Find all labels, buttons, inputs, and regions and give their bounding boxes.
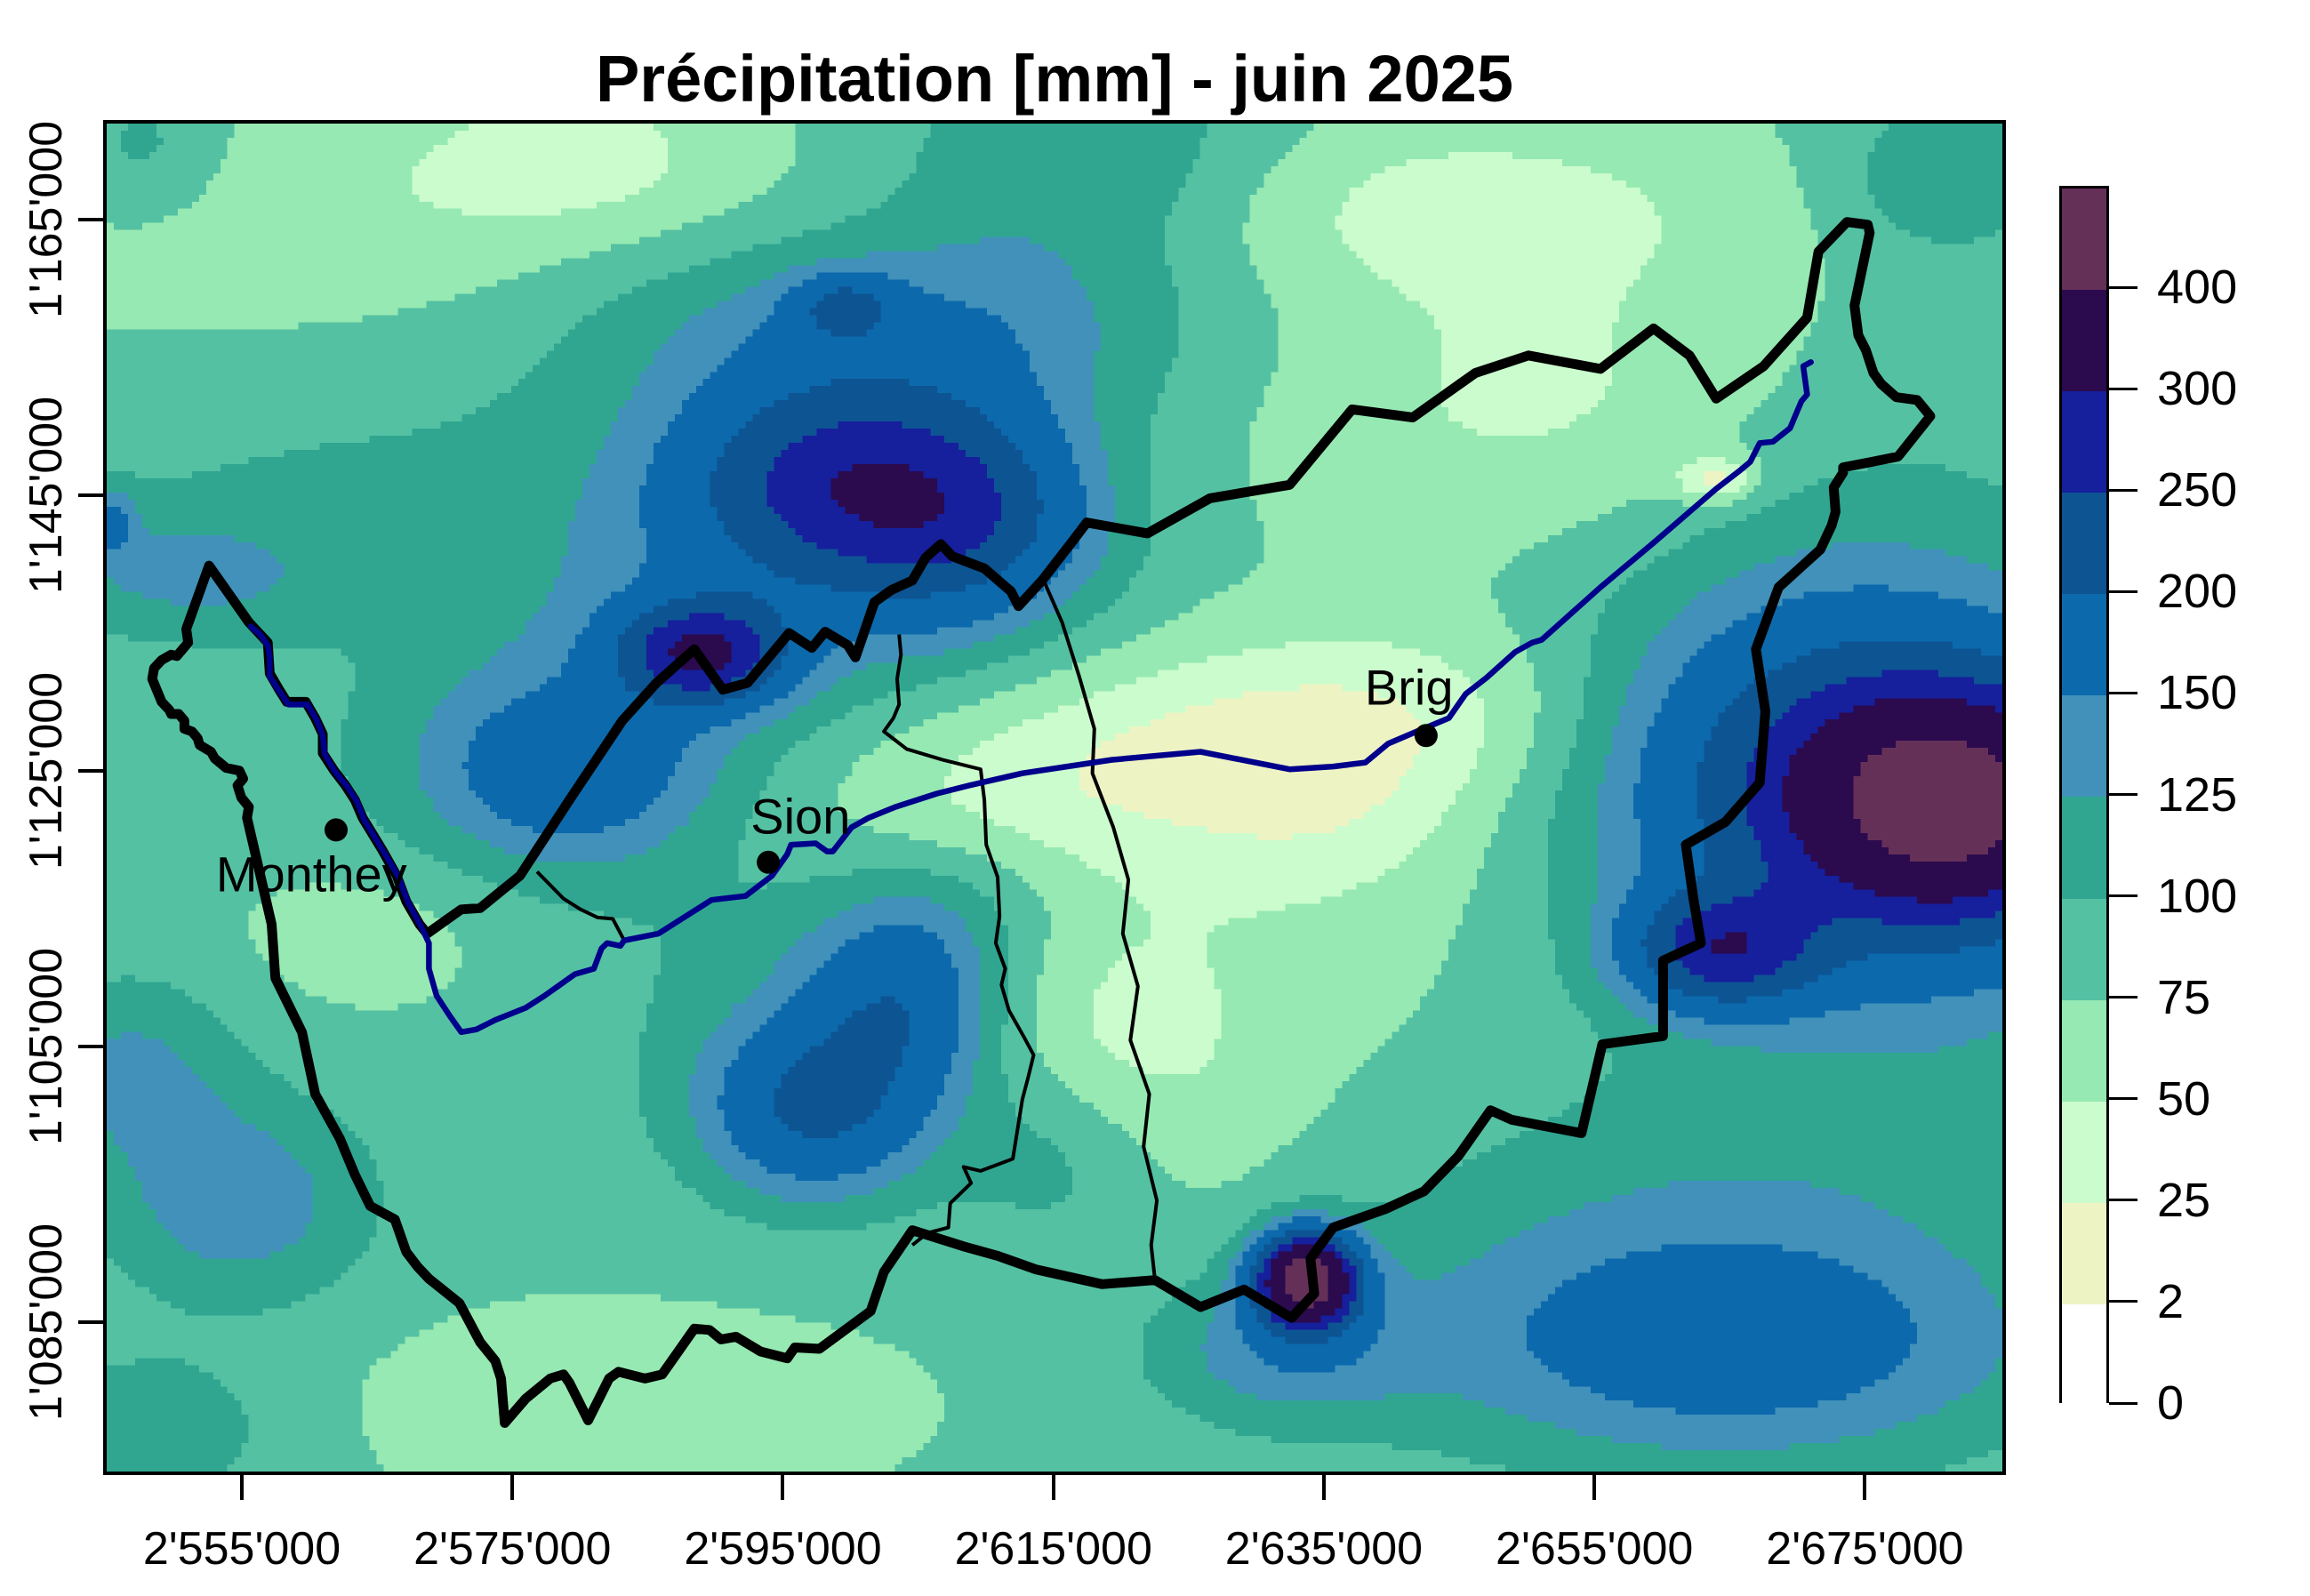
legend-color-segment <box>2062 594 2106 696</box>
legend-color-segment <box>2062 1101 2106 1203</box>
city-dot-markers <box>325 724 1438 874</box>
x-axis-tick <box>240 1472 244 1500</box>
y-axis-tick <box>78 217 107 221</box>
legend-break-label: 200 <box>2157 565 2238 619</box>
subbasin-boundary-lines <box>535 578 1159 1280</box>
legend-color-segment <box>2062 999 2106 1102</box>
y-axis-label: 1'145'000 <box>20 396 72 594</box>
x-axis-label: 2'615'000 <box>954 1523 1152 1575</box>
subbasin-line-2 <box>1041 578 1159 1280</box>
legend-tick <box>2109 387 2138 390</box>
legend-tick <box>2109 589 2138 593</box>
map-overlay <box>147 217 1936 1428</box>
city-dot-sion <box>757 850 781 874</box>
legend-tick <box>2109 1401 2138 1405</box>
city-label-monthey: Monthey <box>215 846 407 902</box>
subbasin-line-0 <box>535 870 626 942</box>
legend-break-label: 125 <box>2157 767 2238 822</box>
legend-break-label: 150 <box>2157 666 2238 720</box>
y-axis-label: 1'125'000 <box>20 671 72 870</box>
y-axis-label: 1'165'000 <box>20 120 72 318</box>
legend-tick <box>2109 894 2138 898</box>
legend-color-segment <box>2062 391 2106 493</box>
legend-break-label: 75 <box>2157 970 2211 1024</box>
x-axis-label: 2'595'000 <box>684 1523 882 1575</box>
legend-color-segment <box>2062 695 2106 798</box>
legend-break-label: 400 <box>2157 261 2238 315</box>
y-axis-label: 1'105'000 <box>20 947 72 1145</box>
x-axis-label: 2'575'000 <box>413 1523 612 1575</box>
x-axis-tick <box>781 1472 785 1500</box>
legend-tick <box>2109 1199 2138 1202</box>
legend-color-segment <box>2062 188 2106 291</box>
y-axis-tick <box>78 768 107 773</box>
x-axis-tick <box>510 1472 515 1500</box>
city-dot-brig <box>1414 724 1438 748</box>
y-axis-label: 1'085'000 <box>20 1223 72 1421</box>
legend-break-label: 250 <box>2157 463 2238 517</box>
legend-color-segment <box>2062 493 2106 595</box>
x-axis-tick <box>1863 1472 1867 1500</box>
legend-color-bar <box>2059 186 2109 1406</box>
legend-tick <box>2109 1097 2138 1101</box>
x-axis-label: 2'555'000 <box>142 1523 341 1575</box>
catchment-boundary-outline <box>147 217 1936 1428</box>
legend-tick <box>2109 691 2138 694</box>
legend-tick <box>2109 1300 2138 1303</box>
legend-tick <box>2109 488 2138 492</box>
x-axis-tick <box>1051 1472 1055 1500</box>
legend-tick <box>2109 996 2138 999</box>
legend-break-label: 2 <box>2157 1274 2185 1328</box>
x-axis-label: 2'675'000 <box>1766 1523 1964 1575</box>
legend-break-label: 0 <box>2157 1376 2185 1430</box>
legend-color-segment <box>2062 290 2106 392</box>
legend-color-segment <box>2062 797 2106 899</box>
city-dot-monthey <box>325 818 348 842</box>
y-axis-tick <box>78 1044 107 1048</box>
y-axis-tick <box>78 1319 107 1324</box>
map-plot-area: Monthey Sion Brig <box>103 120 2006 1475</box>
legend-color-segment <box>2062 1303 2106 1406</box>
subbasin-line-1 <box>882 634 1036 1247</box>
legend-color-segment <box>2062 898 2106 1000</box>
city-label-brig: Brig <box>1364 659 1454 716</box>
city-label-sion: Sion <box>750 788 851 845</box>
legend-tick <box>2109 285 2138 289</box>
legend-break-label: 50 <box>2157 1071 2211 1126</box>
legend-tick <box>2109 793 2138 796</box>
legend-break-label: 300 <box>2157 362 2238 416</box>
y-axis-tick <box>78 493 107 497</box>
x-axis-tick <box>1321 1472 1326 1500</box>
rhone-river-line <box>247 359 1814 1036</box>
chart-title: Précipitation [mm] - juin 2025 <box>595 42 1514 116</box>
legend-break-label: 25 <box>2157 1173 2211 1227</box>
legend-color-segment <box>2062 1202 2106 1304</box>
x-axis-label: 2'635'000 <box>1224 1523 1424 1575</box>
legend-break-label: 100 <box>2157 869 2238 923</box>
x-axis-label: 2'655'000 <box>1496 1523 1694 1575</box>
x-axis-tick <box>1592 1472 1597 1500</box>
